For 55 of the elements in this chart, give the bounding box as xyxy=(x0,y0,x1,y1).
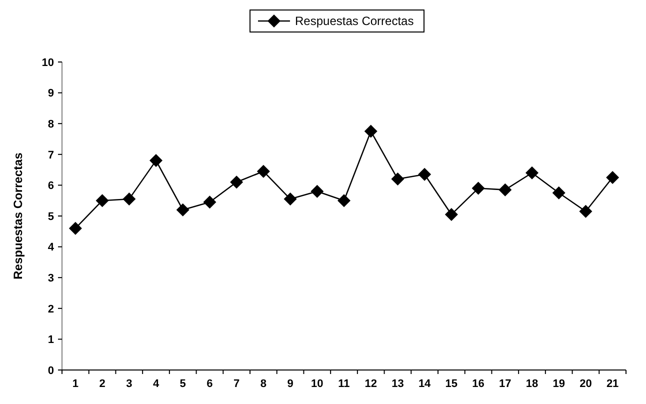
x-tick-label: 21 xyxy=(606,378,619,390)
point xyxy=(364,124,378,138)
x-tick-label: 16 xyxy=(472,378,484,390)
point xyxy=(230,176,244,189)
point xyxy=(176,203,190,216)
x-tick-label: 15 xyxy=(445,378,458,390)
point xyxy=(472,182,485,195)
x-tick-label: 6 xyxy=(206,378,213,390)
y-tick-label: 0 xyxy=(48,364,54,377)
point xyxy=(256,164,270,178)
x-tick-label: 10 xyxy=(311,378,324,390)
x-tick-label: 18 xyxy=(526,378,538,390)
x-tick-label: 8 xyxy=(260,378,266,390)
x-tick-label: 2 xyxy=(99,378,106,390)
x-tick-label: 9 xyxy=(287,378,294,390)
point xyxy=(418,168,432,181)
point xyxy=(606,171,620,184)
y-tick-label: 2 xyxy=(48,303,54,316)
x-tick-label: 1 xyxy=(72,378,78,390)
x-tick-label: 5 xyxy=(180,378,186,390)
legend-label: Respuestas Correctas xyxy=(295,14,414,28)
x-tick-label: 13 xyxy=(392,378,404,390)
x-tick-label: 19 xyxy=(552,378,565,390)
point xyxy=(122,192,136,206)
x-tick-label: 14 xyxy=(418,378,432,390)
point xyxy=(552,186,566,200)
x-tick-label: 4 xyxy=(152,378,160,390)
point xyxy=(96,194,109,208)
y-tick-label: 8 xyxy=(48,118,54,130)
y-tick-label: 7 xyxy=(48,149,54,162)
y-tick-label: 9 xyxy=(48,88,54,100)
x-tick-label: 11 xyxy=(338,378,350,390)
point xyxy=(310,184,324,198)
point xyxy=(203,196,216,209)
point xyxy=(526,166,538,180)
point xyxy=(498,183,512,196)
y-tick-label: 1 xyxy=(48,334,54,346)
point xyxy=(284,192,297,206)
x-tick-label: 20 xyxy=(580,378,592,390)
y-axis-title: Respuestas Correctas xyxy=(11,152,25,280)
point xyxy=(68,222,82,235)
y-tick-label: 3 xyxy=(48,272,54,284)
point xyxy=(579,204,592,218)
y-tick-label: 5 xyxy=(48,210,54,223)
x-tick-label: 12 xyxy=(364,378,377,390)
y-tick-label: 10 xyxy=(42,56,54,69)
point xyxy=(444,208,458,221)
x-tick-label: 7 xyxy=(234,378,240,390)
point xyxy=(338,194,350,208)
point xyxy=(391,172,404,186)
x-tick-label: 3 xyxy=(126,378,132,390)
y-tick-label: 4 xyxy=(48,242,55,254)
y-tick-label: 6 xyxy=(48,180,54,192)
point xyxy=(150,154,162,168)
x-tick-label: 17 xyxy=(499,378,512,390)
